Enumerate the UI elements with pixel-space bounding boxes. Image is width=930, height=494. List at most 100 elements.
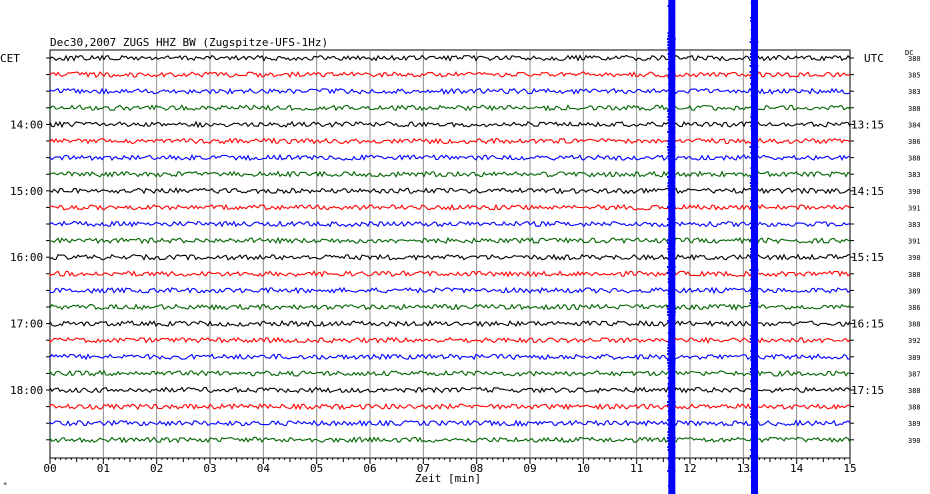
event-marker-burst <box>668 128 675 130</box>
event-marker-burst <box>668 62 675 64</box>
event-marker-burst <box>751 275 757 277</box>
event-marker-burst <box>749 77 759 79</box>
event-marker-burst <box>667 269 675 271</box>
event-marker-burst <box>751 392 757 394</box>
event-marker-burst <box>669 323 674 325</box>
event-marker-burst <box>667 32 676 34</box>
event-marker-burst <box>750 449 758 451</box>
event-marker-burst <box>669 302 674 304</box>
seismic-trace <box>49 120 851 129</box>
event-marker-burst <box>751 344 757 346</box>
event-marker-burst <box>750 95 758 97</box>
event-marker-burst <box>667 278 675 280</box>
event-marker-burst <box>750 125 758 127</box>
event-marker-burst <box>751 482 757 484</box>
event-marker-burst <box>668 8 675 10</box>
seismic-trace <box>49 170 851 178</box>
event-marker-burst <box>750 206 758 208</box>
event-marker-burst <box>749 299 759 301</box>
event-marker-burst <box>751 122 757 124</box>
seismic-trace <box>49 402 851 411</box>
dc-value-label: 380 <box>908 55 921 63</box>
event-marker-burst <box>667 5 676 7</box>
x-tick-label: 10 <box>577 462 590 475</box>
plot-grid <box>46 49 854 464</box>
x-tick-label: 15 <box>843 462 856 475</box>
event-marker-burst <box>751 158 757 160</box>
plot-frame <box>49 49 851 459</box>
dc-value-label: 390 <box>908 188 921 196</box>
event-marker-burst <box>669 326 674 328</box>
event-marker-burst <box>669 59 674 61</box>
event-marker-burst <box>751 170 757 172</box>
event-marker-burst <box>667 404 676 406</box>
event-marker-burst <box>749 302 759 304</box>
event-marker-burst <box>750 335 758 337</box>
event-marker-burst <box>749 269 759 271</box>
event-marker-burst <box>751 317 757 319</box>
utc-hour-label: 17:15 <box>851 384 884 397</box>
event-marker-burst <box>667 47 676 49</box>
event-marker-burst <box>667 431 676 433</box>
event-marker-burst <box>667 251 676 253</box>
event-marker-burst <box>666 437 676 439</box>
event-marker-burst <box>751 245 757 247</box>
event-marker-burst <box>667 206 676 208</box>
event-marker-burst <box>667 35 675 37</box>
event-marker-burst <box>751 86 757 88</box>
dc-value-label: 388 <box>908 321 921 329</box>
event-marker-burst <box>668 398 675 400</box>
seismic-trace <box>49 286 851 295</box>
event-marker-burst <box>751 236 757 238</box>
event-marker-burst <box>750 113 758 115</box>
event-marker-burst <box>751 134 757 136</box>
event-marker-burst <box>667 248 676 250</box>
event-marker-burst <box>751 194 757 196</box>
event-marker-burst <box>667 320 676 322</box>
seismic-trace <box>49 385 851 394</box>
event-marker-burst <box>751 347 757 349</box>
event-marker-burst <box>668 65 675 67</box>
x-tick-label: 03 <box>203 462 216 475</box>
event-marker-burst <box>750 380 758 382</box>
event-marker-burst <box>751 386 757 388</box>
event-marker-burst <box>751 209 757 211</box>
event-marker-burst <box>751 230 757 232</box>
event-marker-burst <box>751 68 757 70</box>
x-tick-label: 13 <box>737 462 750 475</box>
x-axis-label: Zeit [min] <box>415 472 481 485</box>
event-marker-burst <box>751 284 757 286</box>
event-marker-burst <box>667 350 676 352</box>
event-marker-burst <box>750 287 758 289</box>
event-marker-burst <box>667 116 676 118</box>
event-marker-burst <box>750 254 758 256</box>
event-marker-burst <box>669 473 674 475</box>
event-marker-burst <box>751 155 757 157</box>
event-marker-burst <box>750 470 758 472</box>
event-marker-burst <box>668 245 675 247</box>
event-marker-burst <box>668 422 675 424</box>
event-marker-burst <box>749 338 759 340</box>
event-marker-burst <box>668 80 675 82</box>
event-marker-burst <box>668 95 675 97</box>
event-marker-burst <box>667 140 676 142</box>
event-marker-burst <box>751 44 757 46</box>
dc-value-label: 390 <box>908 254 921 262</box>
event-marker-burst <box>668 275 674 277</box>
event-marker-burst <box>667 386 675 388</box>
event-marker-burst <box>750 227 758 229</box>
event-marker-burst <box>667 440 676 442</box>
event-marker-burst <box>750 38 758 40</box>
event-marker-burst <box>750 185 758 187</box>
event-marker-burst <box>750 278 758 280</box>
event-marker-burst <box>667 179 675 181</box>
event-marker-burst <box>749 146 759 148</box>
seismic-trace <box>49 435 851 444</box>
event-marker-burst <box>749 71 759 73</box>
seismic-trace <box>49 187 851 195</box>
event-marker-burst <box>667 74 676 76</box>
event-marker-burst <box>751 35 757 37</box>
event-marker-burst <box>750 272 758 274</box>
event-marker-burst <box>669 380 674 382</box>
event-marker-burst <box>751 212 757 214</box>
